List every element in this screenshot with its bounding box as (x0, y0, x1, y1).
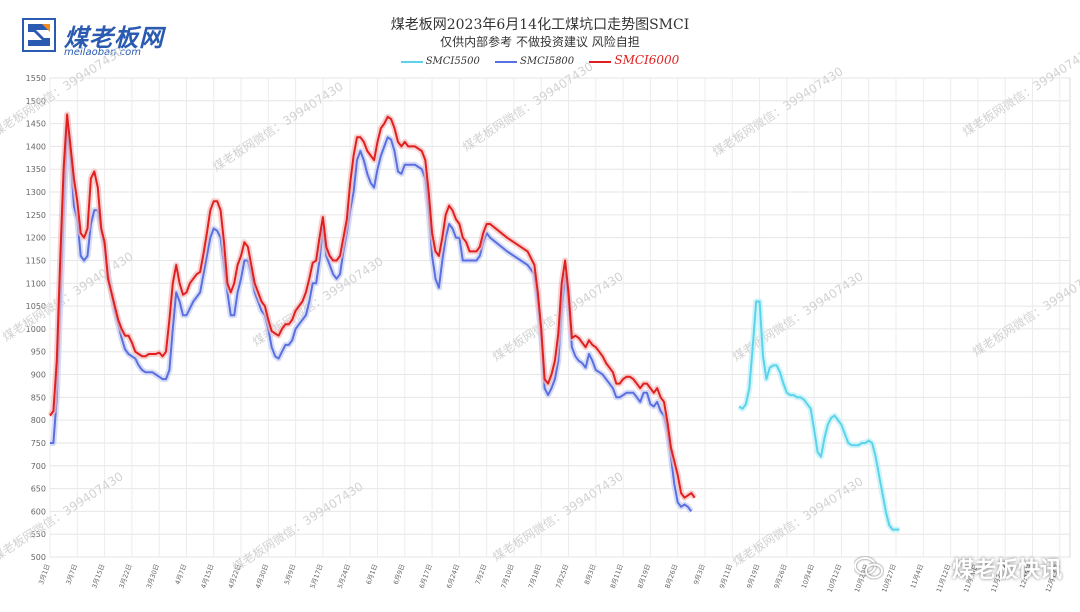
y-tick-label: 700 (31, 462, 46, 471)
y-tick-label: 1050 (26, 302, 46, 311)
y-tick-label: 800 (31, 416, 46, 425)
series-line-smci6000 (49, 113, 696, 499)
x-tick-label: 10月12日 (826, 563, 844, 594)
x-tick-label: 3月1日 (37, 563, 52, 586)
legend-label: SMCI5800 (520, 56, 575, 67)
x-tick-label: 3月22日 (118, 563, 134, 590)
x-tick-label: 4月15日 (199, 563, 215, 590)
corner-badge-text: 煤老板快讯 (951, 558, 1062, 583)
y-tick-label: 750 (31, 439, 46, 448)
x-tick-label: 3月15日 (90, 563, 106, 590)
y-tick-label: 1500 (26, 97, 46, 106)
x-tick-label: 7月2日 (474, 563, 489, 586)
y-tick-label: 550 (31, 530, 46, 539)
legend: SMCI5500 SMCI5800 SMCI6000 (0, 53, 1080, 67)
series-line-smci5500 (738, 300, 900, 531)
x-tick-label: 3月30日 (145, 563, 161, 590)
x-tick-label: 6月17日 (418, 563, 434, 590)
x-tick-label: 8月19日 (636, 563, 652, 590)
x-tick-label: 3月7日 (64, 563, 79, 586)
legend-swatch (495, 60, 518, 63)
watermark-text: 煤老板网微信：399407430 (210, 79, 346, 174)
y-tick-label: 1400 (26, 142, 46, 151)
watermark-text: 煤老板网微信：399407430 (490, 469, 626, 564)
x-tick-label: 11月12日 (935, 563, 953, 594)
y-tick-label: 1550 (26, 74, 46, 83)
x-tick-label: 6月24日 (445, 563, 461, 590)
x-tick-label: 8月11日 (609, 563, 625, 590)
x-tick-label: 9月19日 (745, 563, 761, 590)
series-line-smci5800 (50, 127, 693, 512)
x-tick-label: 10月4日 (800, 563, 816, 590)
x-tick-label: 4月30日 (254, 563, 270, 590)
y-tick-label: 500 (31, 553, 46, 562)
legend-label: SMCI5500 (425, 56, 480, 67)
chart-title: 煤老板网2023年6月14化工煤坑口走势图SMCI (390, 17, 690, 33)
chart-subtitle: 仅供内部参考 不做投资建议 风险自担 (440, 35, 640, 49)
y-tick-label: 900 (31, 371, 46, 380)
logo-icon (22, 18, 56, 52)
x-tick-label: 5月17日 (309, 563, 325, 590)
y-tick-label: 1150 (26, 256, 46, 265)
logo[interactable]: 煤老板网 meilaoban.com (22, 18, 192, 62)
legend-label: SMCI6000 (614, 53, 680, 67)
x-tick-label: 9月11日 (718, 563, 734, 590)
y-tick-label: 1300 (26, 188, 46, 197)
watermark-text: 煤老板网微信：399407430 (0, 44, 126, 139)
watermark-text: 煤老板网微信：399407430 (0, 469, 126, 564)
y-tick-label: 950 (31, 348, 46, 357)
y-tick-label: 1250 (26, 211, 46, 220)
y-tick-label: 850 (31, 393, 46, 402)
x-tick-label: 8月26日 (663, 563, 679, 590)
series-glow-smci5500 (737, 298, 900, 533)
y-tick-label: 1350 (26, 165, 46, 174)
series-glow-smci5800 (50, 125, 694, 514)
legend-item-smci5500[interactable]: SMCI5500 (400, 56, 480, 67)
legend-swatch (589, 60, 612, 63)
x-tick-label: 6月9日 (392, 563, 407, 586)
logo-url: meilaoban.com (64, 47, 142, 58)
x-tick-label: 7月25日 (554, 563, 570, 590)
x-tick-label: 4月7日 (174, 563, 189, 586)
x-tick-label: 7月18日 (527, 563, 543, 590)
watermark-text: 煤老板网微信：399407430 (230, 479, 366, 574)
wechat-icon (854, 557, 883, 579)
x-tick-label: 5月24日 (336, 563, 352, 590)
x-tick-label: 9月26日 (773, 563, 789, 590)
watermark-text: 煤老板网微信：399407430 (460, 59, 596, 154)
x-tick-label: 6月1日 (365, 563, 380, 586)
y-tick-label: 1450 (26, 120, 46, 129)
x-tick-label: 5月9日 (283, 563, 298, 586)
legend-item-smci6000[interactable]: SMCI6000 (589, 53, 679, 67)
y-tick-label: 650 (31, 485, 46, 494)
x-tick-label: 7月10日 (500, 563, 516, 590)
logo-name: 煤老板网 (64, 24, 164, 52)
x-tick-label: 11月4日 (909, 563, 925, 590)
legend-swatch (400, 60, 423, 63)
x-tick-label: 8月3日 (583, 563, 598, 586)
y-tick-label: 1200 (26, 234, 46, 243)
watermark-text: 煤老板网微信：399407430 (970, 264, 1080, 359)
legend-item-smci5800[interactable]: SMCI5800 (495, 56, 574, 67)
y-tick-label: 600 (31, 507, 46, 516)
x-tick-label: 9月3日 (692, 563, 707, 586)
y-tick-label: 1100 (26, 279, 46, 288)
y-tick-label: 1000 (26, 325, 46, 334)
